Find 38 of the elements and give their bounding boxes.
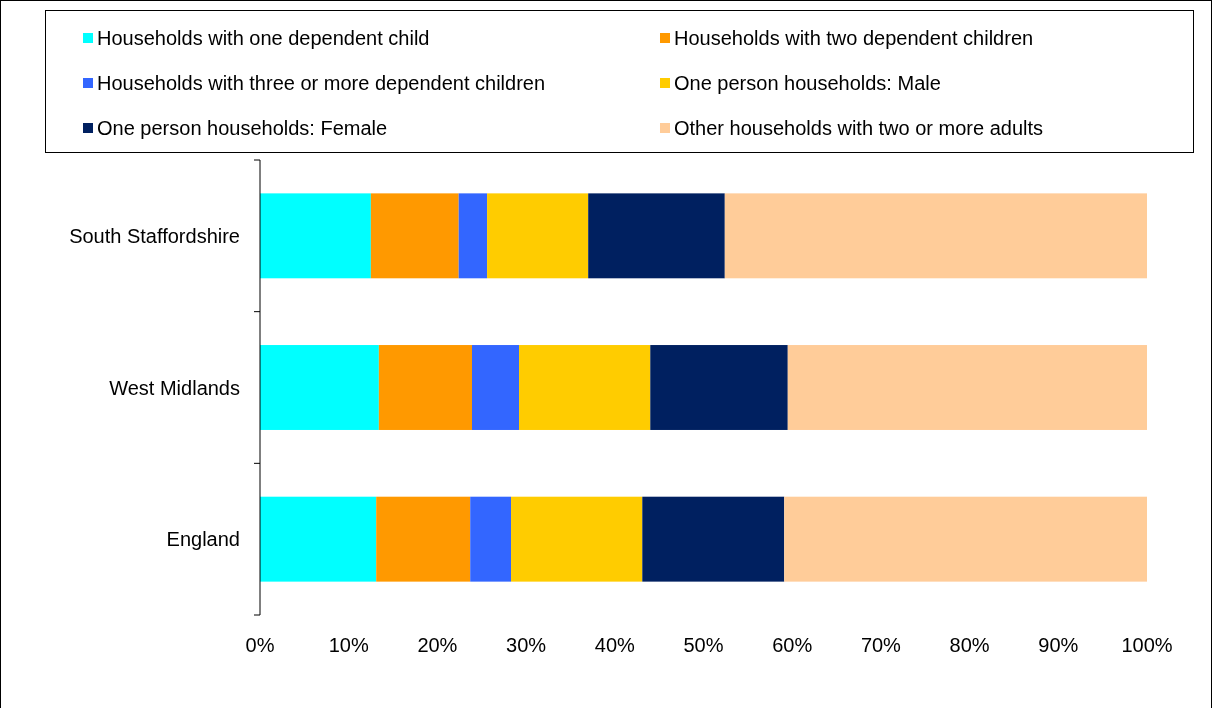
x-tick-label: 80% — [949, 634, 990, 656]
legend-label: Households with two dependent children — [674, 27, 1034, 49]
y-tick-label: England — [166, 528, 240, 551]
x-tick-label: 0% — [245, 634, 275, 656]
bar — [724, 193, 1147, 279]
legend-label: Other households with two or more adults — [674, 117, 1044, 139]
legend-label: Households with one dependent child — [97, 27, 430, 49]
bar — [588, 193, 725, 279]
bar — [370, 193, 459, 279]
x-tick-label: 30% — [506, 634, 547, 656]
bar — [470, 496, 512, 582]
bar — [784, 496, 1147, 582]
bar — [260, 496, 377, 582]
bar — [787, 345, 1147, 430]
legend-label: Households with three or more dependent children — [97, 72, 546, 94]
bar — [471, 345, 519, 430]
x-tick-label: 100% — [1121, 634, 1173, 656]
y-tick-label: West Midlands — [109, 376, 240, 399]
bar — [378, 345, 472, 430]
legend-label: One person households: Male — [674, 72, 941, 94]
legend-label: One person households: Female — [97, 117, 388, 139]
y-tick-label: South Staffordshire — [69, 224, 240, 247]
bar — [376, 496, 471, 582]
bar — [511, 496, 643, 582]
x-tick-label: 20% — [417, 634, 458, 656]
x-tick-label: 70% — [860, 634, 902, 656]
x-tick-label: 90% — [1038, 634, 1079, 656]
x-tick-label: 60% — [772, 634, 813, 656]
bar — [519, 345, 651, 430]
x-tick-label: 40% — [594, 634, 636, 656]
x-tick-label: 10% — [328, 634, 369, 656]
bar — [260, 193, 371, 279]
x-tick-label: 50% — [683, 634, 724, 656]
bar — [487, 193, 589, 279]
bar — [458, 193, 488, 279]
bar — [260, 345, 379, 430]
bar — [642, 496, 785, 582]
bar — [650, 345, 788, 430]
